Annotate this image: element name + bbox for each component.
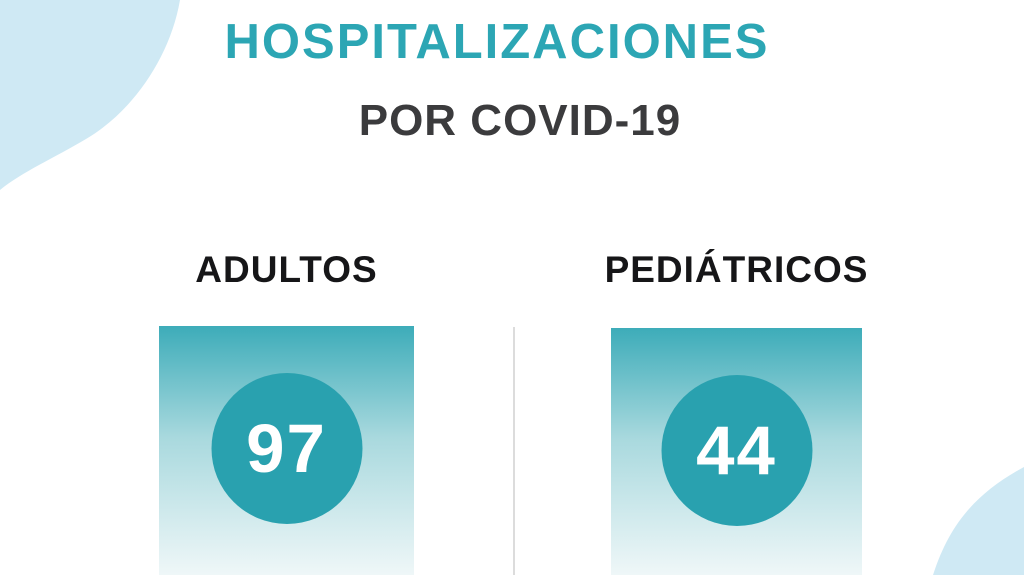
page-subtitle: POR COVID-19 [358,96,682,145]
adults-panel: ADULTOS 97 [159,0,414,575]
pediatric-circle: 44 [661,375,812,526]
adults-value: 97 [246,410,327,487]
adults-card: 97 [159,326,414,575]
panel-divider [513,327,515,575]
pediatric-card: 44 [611,328,862,575]
page-title: HOSPITALIZACIONES [224,15,770,69]
pediatric-panel: PEDIÁTRICOS 44 [601,0,872,575]
decorative-blob-bottom-right [933,467,1024,575]
adults-circle: 97 [211,373,362,524]
pediatric-value: 44 [696,412,777,489]
pediatric-label: PEDIÁTRICOS [604,249,869,290]
adults-label: ADULTOS [195,249,378,290]
